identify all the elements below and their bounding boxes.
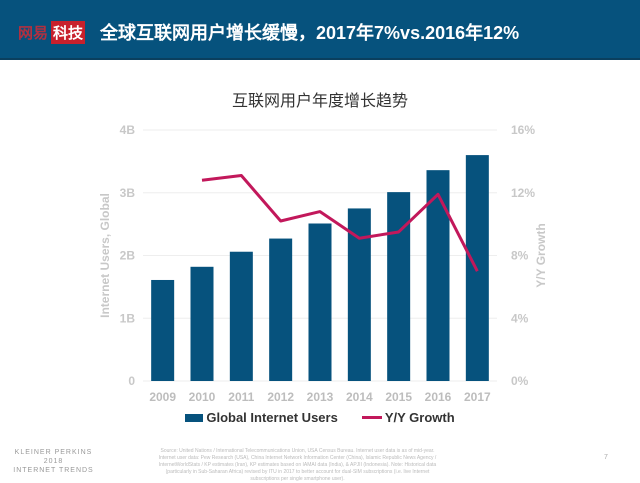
brand-line: KLEINER PERKINS (6, 448, 101, 457)
y-tick-label: 3B (120, 186, 136, 200)
x-tick-label: 2011 (228, 390, 254, 404)
page-number: 7 (604, 454, 608, 461)
bar-2010 (191, 267, 214, 381)
y-tick-label: 1B (120, 311, 136, 325)
y2-tick-label: 12% (511, 186, 535, 200)
legend-label: Y/Y Growth (385, 410, 455, 425)
x-tick-label: 2014 (346, 390, 373, 404)
y2-tick-label: 16% (511, 123, 535, 137)
x-tick-label: 2010 (189, 390, 216, 404)
x-tick-label: 2016 (425, 390, 452, 404)
legend-swatch-bar (185, 414, 203, 422)
legend-item-growth: Y/Y Growth (362, 410, 455, 425)
x-tick-label: 2017 (464, 390, 491, 404)
y2-tick-label: 4% (511, 311, 529, 325)
y-axis-label: Internet Users, Global (98, 193, 112, 318)
bar-2009 (151, 280, 174, 381)
legend-label: Global Internet Users (206, 410, 337, 425)
y2-tick-label: 8% (511, 249, 529, 263)
x-tick-label: 2012 (267, 390, 294, 404)
x-tick-label: 2013 (307, 390, 334, 404)
brand-line: INTERNET TRENDS (6, 466, 101, 475)
y-tick-label: 0 (128, 374, 135, 388)
x-tick-label: 2015 (385, 390, 412, 404)
kleiner-perkins-brand: KLEINER PERKINS 2018 INTERNET TRENDS (6, 448, 101, 475)
y-tick-label: 4B (120, 123, 136, 137)
legend-swatch-line (362, 416, 382, 419)
y-tick-label: 2B (120, 249, 136, 263)
brand-line: 2018 (6, 457, 101, 466)
y2-axis-label: Y/Y Growth (534, 223, 548, 287)
y2-tick-label: 0% (511, 374, 529, 388)
bar-2011 (230, 252, 253, 381)
bar-2013 (309, 223, 332, 381)
bar-2012 (269, 239, 292, 381)
bar-2015 (387, 192, 410, 381)
source-note: Source: United Nations / International T… (155, 448, 440, 483)
x-tick-label: 2009 (149, 390, 176, 404)
legend-item-users: Global Internet Users (185, 410, 337, 425)
legend: Global Internet Users Y/Y Growth (0, 410, 640, 425)
